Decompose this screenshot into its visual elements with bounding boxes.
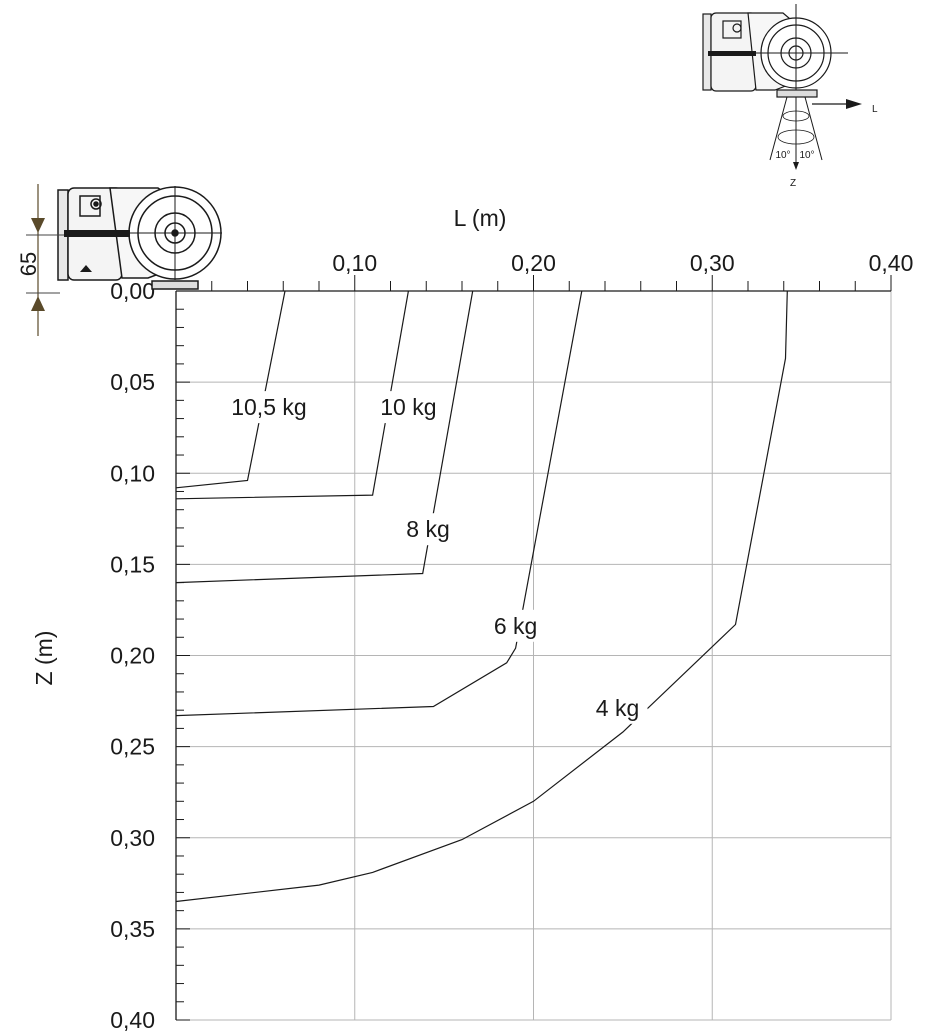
inset-angle-left: 10°: [775, 150, 790, 161]
series-line-3: [175, 290, 583, 717]
series-label-bg-1: [372, 391, 445, 424]
y-tick-label-7: 0,35: [110, 916, 155, 942]
inset-z-label: Z: [790, 178, 796, 189]
x-tick-label-3: 0,40: [869, 250, 914, 276]
series-line-2: [175, 290, 474, 584]
y-tick-label-0: 0,00: [110, 278, 155, 304]
inset-angle-right: 10°: [799, 150, 814, 161]
x-axis-title: L (m): [454, 205, 507, 231]
y-tick-label-6: 0,30: [110, 825, 155, 851]
series-label-bg-2: [398, 513, 459, 546]
series-line-4: [175, 290, 788, 903]
series-line-0: [175, 290, 286, 489]
axes: 0,10 0,20 0,30 0,40 0,00 0,05 0,10 0,15 0,20 0,25…: [110, 250, 913, 1032]
series-lines: 10,5 kg 10 kg 8 kg 6 kg 4 kg: [175, 290, 788, 903]
height-dimension: [26, 184, 64, 336]
gripper-side-view-icon: [57, 186, 222, 290]
x-tick-label-2: 0,30: [690, 250, 735, 276]
series-label-4: 4 kg: [596, 695, 639, 721]
series-label-bg-0: [220, 391, 318, 424]
series-label-bg-3: [485, 609, 546, 642]
x-tick-label-1: 0,20: [511, 250, 556, 276]
y-tick-label-5: 0,25: [110, 734, 155, 760]
y-tick-label-1: 0,05: [110, 369, 155, 395]
series-label-0: 10,5 kg: [231, 394, 306, 420]
series-label-bg-4: [587, 691, 648, 724]
series-label-3: 6 kg: [494, 613, 537, 639]
x-tick-label-0: 0,10: [332, 250, 377, 276]
y-tick-label-2: 0,10: [110, 460, 155, 486]
grid-lines: [176, 291, 892, 1021]
y-tick-label-4: 0,20: [110, 643, 155, 669]
y-axis-title: Z (m): [31, 631, 57, 686]
gripper-orientation-inset-icon: [702, 4, 862, 170]
y-tick-label-8: 0,40: [110, 1007, 155, 1032]
y-tick-label-3: 0,15: [110, 551, 155, 577]
dimension-label: 65: [16, 252, 41, 276]
series-label-1: 10 kg: [380, 394, 436, 420]
series-line-1: [175, 290, 409, 500]
inset-l-label: L: [872, 104, 878, 115]
series-label-2: 8 kg: [406, 516, 449, 542]
